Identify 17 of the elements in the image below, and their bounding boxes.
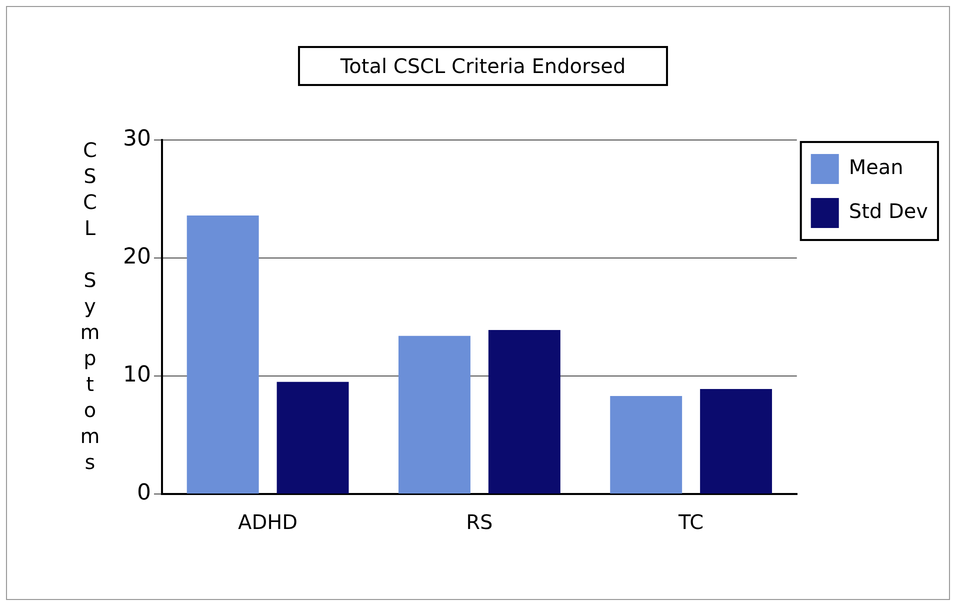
legend-label: Std Dev — [848, 199, 928, 224]
bar — [700, 388, 772, 494]
y-tick-label: 20 — [122, 244, 151, 270]
y-tick-label: 30 — [122, 126, 151, 152]
bar — [186, 216, 259, 494]
bar — [398, 336, 470, 494]
x-tick-label: TC — [678, 510, 704, 534]
x-tick-label: ADHD — [238, 510, 298, 534]
bar — [276, 382, 349, 494]
x-tick-label: RS — [466, 510, 493, 534]
bar — [610, 396, 682, 494]
y-tick-label: 10 — [122, 362, 151, 388]
y-axis-title: CSCL Symptoms — [78, 138, 102, 476]
y-tick-label: 0 — [136, 480, 151, 506]
chart-title: Total CSCL Criteria Endorsed — [298, 46, 668, 86]
bar — [488, 330, 560, 494]
legend-label: Mean — [848, 155, 904, 180]
